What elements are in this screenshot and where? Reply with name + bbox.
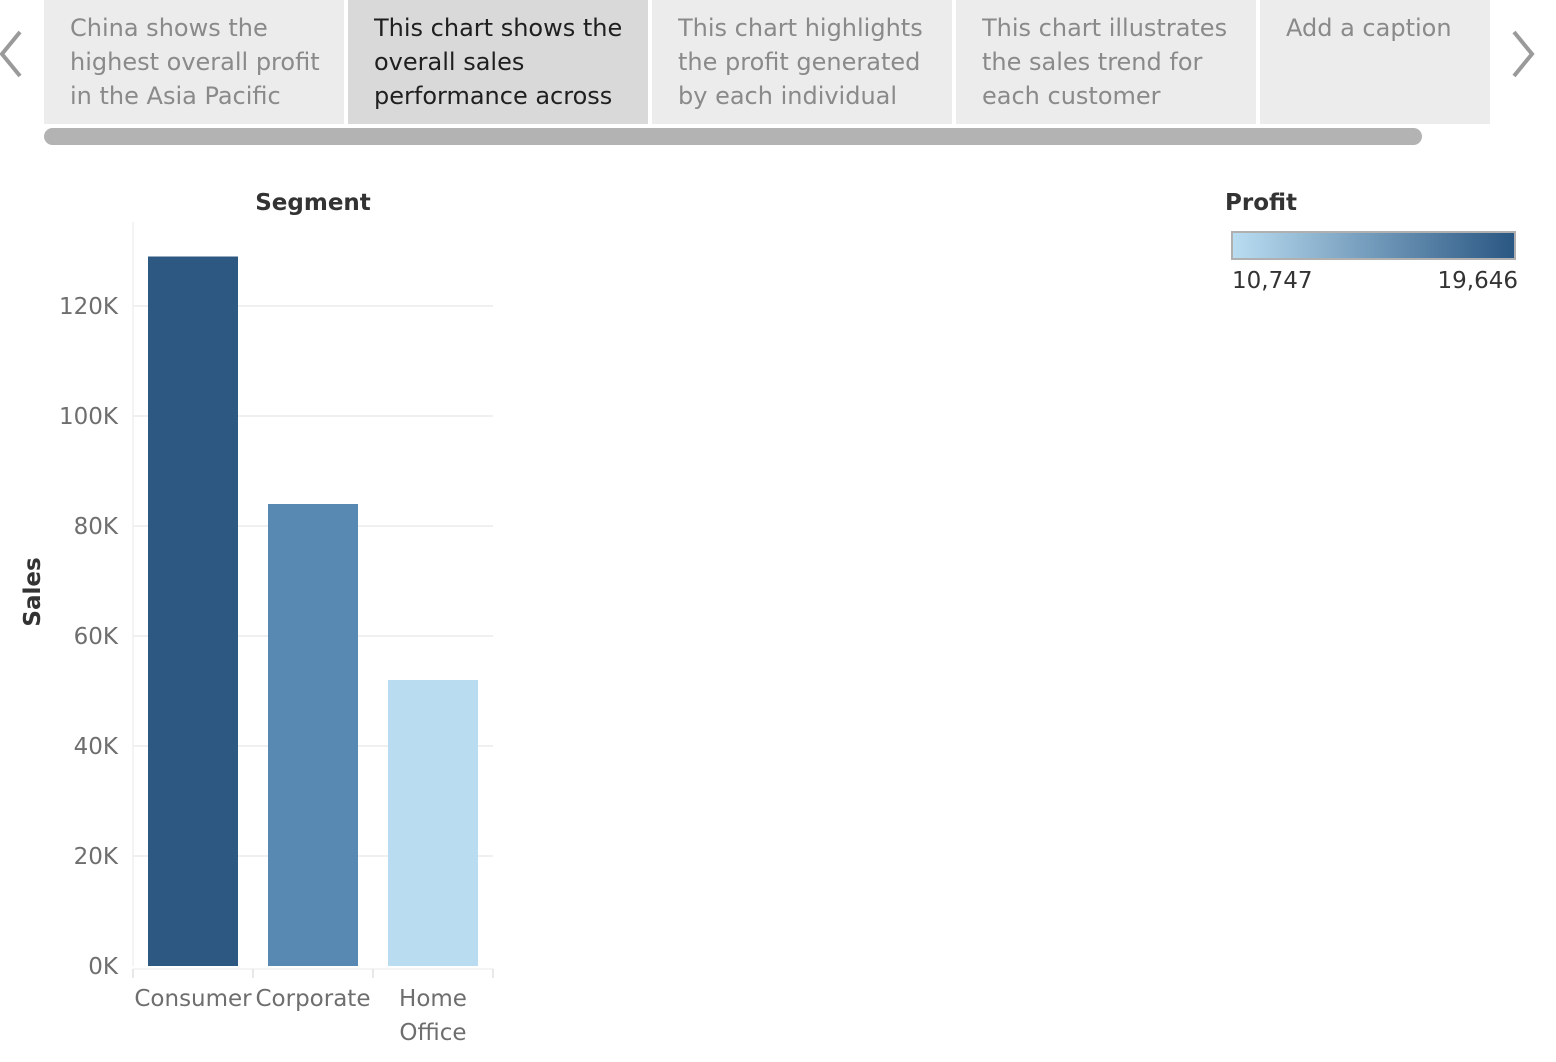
y-tick-label: 60K	[74, 624, 119, 650]
story-point-caption: This chart shows the overall sales perfo…	[374, 14, 623, 110]
story-point-2[interactable]: This chart shows the overall sales perfo…	[348, 0, 648, 124]
labels: 0K 20K 40K 60K 80K 100K 120K Consumer Corporate H…	[20, 190, 467, 1046]
y-tick-label: 20K	[74, 844, 119, 870]
legend-title: Profit	[1225, 190, 1298, 216]
y-axis-title: Sales	[20, 557, 46, 626]
story-points-strip: China shows the highest overall profit i…	[44, 0, 1490, 124]
axes	[132, 222, 494, 978]
story-point-caption: This chart illustrates the sales trend f…	[982, 14, 1228, 110]
legend-min-label: 10,747	[1232, 268, 1313, 294]
y-tick-label: 120K	[59, 294, 119, 320]
prev-story-button[interactable]	[0, 26, 40, 86]
story-point-caption: China shows the highest overall profit i…	[70, 14, 320, 110]
next-story-button[interactable]	[1504, 26, 1544, 86]
y-tick-label: 100K	[59, 404, 119, 430]
chevron-left-icon	[0, 30, 22, 78]
y-tick-label: 0K	[88, 954, 119, 980]
column-header: Segment	[255, 190, 371, 216]
chevron-right-icon	[1512, 30, 1535, 78]
story-point-4[interactable]: This chart illustrates the sales trend f…	[956, 0, 1256, 124]
story-point-caption: Add a caption	[1286, 14, 1452, 42]
story-point-caption: This chart highlights the profit generat…	[678, 14, 923, 110]
story-scrollbar[interactable]	[44, 128, 1422, 145]
bars	[148, 256, 478, 966]
bar	[268, 504, 358, 966]
x-category-label: Corporate	[256, 986, 371, 1012]
legend-color-ramp	[1231, 231, 1516, 260]
story-point-5[interactable]: Add a caption	[1260, 0, 1490, 124]
bar-chart: 0K 20K 40K 60K 80K 100K 120K Consumer Corporate H…	[20, 190, 494, 1046]
bar	[388, 680, 478, 966]
bar	[148, 256, 238, 966]
story-point-1[interactable]: China shows the highest overall profit i…	[44, 0, 344, 124]
x-category-label: Consumer	[134, 986, 252, 1012]
x-category-label: Home	[399, 986, 467, 1012]
x-category-label: Office	[399, 1020, 466, 1046]
legend-max-label: 19,646	[1437, 268, 1518, 294]
story-point-3[interactable]: This chart highlights the profit generat…	[652, 0, 952, 124]
y-tick-label: 80K	[74, 514, 119, 540]
y-tick-label: 40K	[74, 734, 119, 760]
